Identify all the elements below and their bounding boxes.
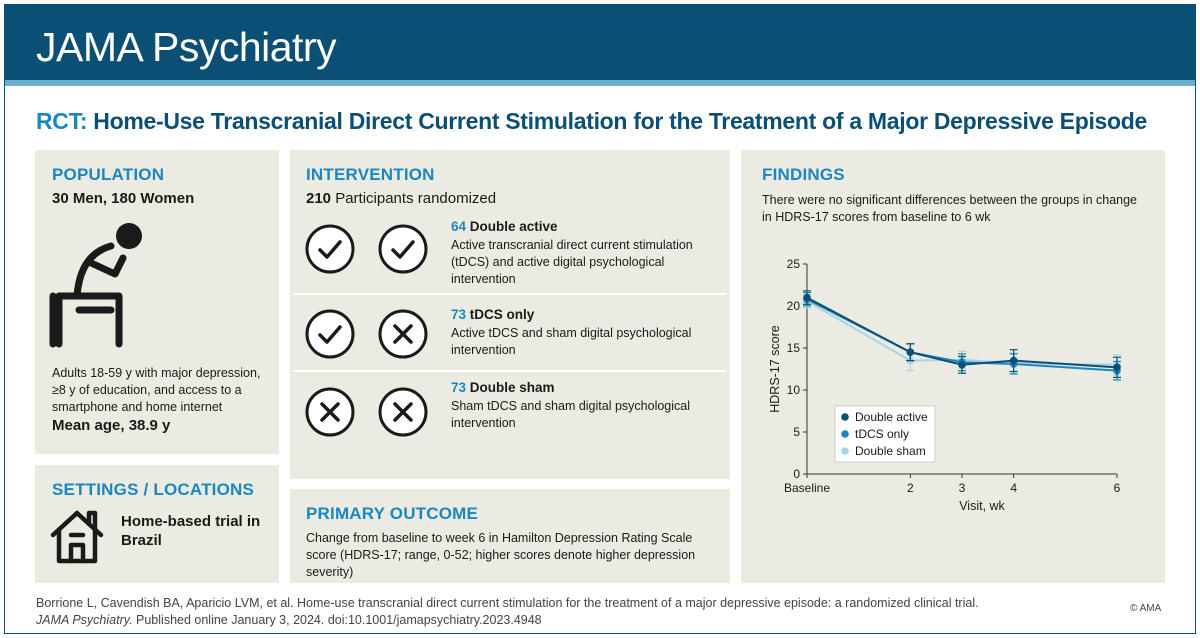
cross-icon xyxy=(378,309,428,359)
arm-double-active-heading: 64 Double active xyxy=(451,219,558,234)
arm-tdcs-only-description: Active tDCS and sham digital psychologic… xyxy=(451,326,692,357)
settings-panel: SETTINGS / LOCATIONS Home-based trial in… xyxy=(35,465,279,583)
findings-panel: FINDINGS There were no significant diffe… xyxy=(741,150,1165,583)
data-point xyxy=(906,348,915,356)
journal-title: JAMA Psychiatry xyxy=(36,24,337,70)
population-description: Adults 18-59 y with major depression, ≥8… xyxy=(52,366,261,414)
arm-name: Double sham xyxy=(466,380,555,395)
data-point xyxy=(1009,356,1018,365)
legend-label: tDCS only xyxy=(855,427,909,441)
findings-heading: FINDINGS xyxy=(762,165,845,184)
arm-double-sham-heading: 73 Double sham xyxy=(451,380,555,395)
citation-line-1: Borrione L, Cavendish BA, Aparicio LVM, … xyxy=(36,596,979,610)
citation-line-2: JAMA Psychiatry. Published online Januar… xyxy=(36,612,979,629)
y-tick-label: 20 xyxy=(787,299,801,313)
y-tick-label: 25 xyxy=(787,257,801,271)
y-tick-label: 5 xyxy=(793,425,800,439)
check-icon xyxy=(305,309,355,359)
legend-label: Double sham xyxy=(855,444,926,458)
x-tick-label: 3 xyxy=(959,481,966,495)
seated-thinking-person-icon xyxy=(49,223,142,348)
settings-text: Home-based trial in Brazil xyxy=(121,513,261,549)
arm-divider xyxy=(294,370,726,372)
citation-journal: JAMA Psychiatry. xyxy=(36,613,133,627)
arm-divider xyxy=(294,293,726,295)
legend-marker xyxy=(841,447,849,455)
header-stripe xyxy=(4,80,1196,86)
findings-description: There were no significant differences be… xyxy=(762,193,1138,224)
arm-double-sham-description: Sham tDCS and sham digital psychological… xyxy=(451,399,691,430)
primary-outcome-description: Change from baseline to week 6 in Hamilt… xyxy=(306,531,696,579)
house-icon xyxy=(50,510,104,564)
legend-marker xyxy=(841,413,849,421)
title-text: Home-Use Transcranial Direct Current Sti… xyxy=(87,108,1148,134)
journal-header: JAMA Psychiatry xyxy=(4,4,1196,86)
population-heading: POPULATION xyxy=(52,165,165,184)
x-tick-label: Baseline xyxy=(784,481,830,495)
data-point xyxy=(958,361,966,369)
page-title: RCT: Home-Use Transcranial Direct Curren… xyxy=(36,108,1147,135)
randomized-number: 210 xyxy=(306,190,332,207)
population-subheading: 30 Men, 180 Women xyxy=(52,190,195,207)
x-tick-label: 6 xyxy=(1114,481,1121,495)
arm-name: Double active xyxy=(466,219,558,234)
randomized-label: Participants randomized xyxy=(331,190,497,207)
primary-outcome-heading: PRIMARY OUTCOME xyxy=(306,504,479,523)
title-tag: RCT: xyxy=(36,108,88,134)
intervention-panel: INTERVENTION 210 Participants randomized… xyxy=(290,150,730,479)
settings-heading: SETTINGS / LOCATIONS xyxy=(52,480,255,499)
population-mean-age: Mean age, 38.9 y xyxy=(52,417,171,434)
population-panel: POPULATION 30 Men, 180 Women Adults 18-5… xyxy=(35,150,279,454)
check-icon xyxy=(305,224,355,274)
cross-icon xyxy=(305,387,355,437)
y-tick-label: 0 xyxy=(793,467,800,481)
y-tick-label: 10 xyxy=(787,383,801,397)
citation: Borrione L, Cavendish BA, Aparicio LVM, … xyxy=(36,595,979,629)
intervention-heading: INTERVENTION xyxy=(306,165,435,184)
primary-outcome-panel: PRIMARY OUTCOME Change from baseline to … xyxy=(290,489,730,583)
arm-count: 73 xyxy=(451,380,467,395)
arm-tdcs-only-heading: 73 tDCS only xyxy=(451,307,534,322)
x-tick-label: 4 xyxy=(1010,481,1017,495)
arm-count: 73 xyxy=(451,307,467,322)
x-axis-label: Visit, wk xyxy=(959,499,1005,513)
data-point xyxy=(803,293,811,302)
y-tick-label: 15 xyxy=(787,341,801,355)
page-frame xyxy=(4,4,1196,634)
copyright: © AMA xyxy=(1130,603,1162,614)
hdrs-line-chart: 0 5 10 15 20 25 Baseline 2 3 4 6 Visit, wk HDRS-17 s… xyxy=(768,257,1121,513)
citation-details: Published online January 3, 2024. doi:10… xyxy=(132,613,542,627)
randomized-count: 210 Participants randomized xyxy=(306,190,496,207)
check-icon xyxy=(378,224,428,274)
data-point xyxy=(1113,363,1121,372)
arm-count: 64 xyxy=(451,219,467,234)
legend-marker xyxy=(841,430,849,438)
x-tick-label: 2 xyxy=(907,481,914,495)
cross-icon xyxy=(378,387,428,437)
legend-label: Double active xyxy=(855,410,928,424)
y-axis-label: HDRS-17 score xyxy=(768,325,782,413)
arm-name: tDCS only xyxy=(466,307,535,322)
legend-box xyxy=(834,405,936,463)
arm-double-active-description: Active transcranial direct current stimu… xyxy=(451,238,693,286)
